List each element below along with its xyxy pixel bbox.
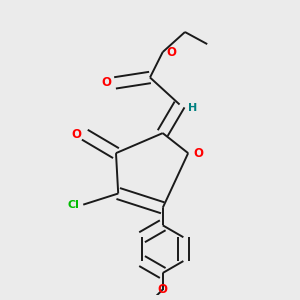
Text: H: H xyxy=(188,103,197,113)
Text: O: O xyxy=(101,76,111,89)
Text: O: O xyxy=(194,147,204,160)
Text: O: O xyxy=(167,46,177,59)
Text: Cl: Cl xyxy=(68,200,80,210)
Text: O: O xyxy=(71,128,81,141)
Text: O: O xyxy=(158,283,168,296)
